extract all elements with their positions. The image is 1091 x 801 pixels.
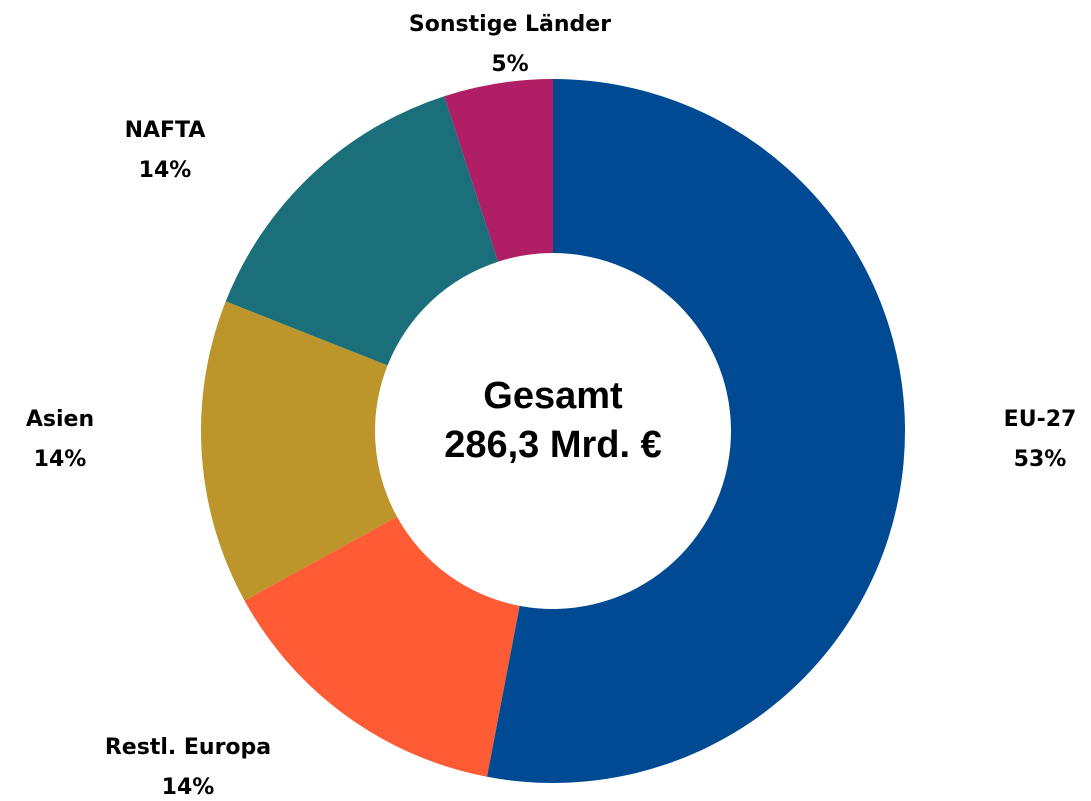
donut-segment [244,516,520,777]
segment-label: Restl. Europa [105,735,271,760]
center-total: 286,3 Mrd. € [444,424,662,466]
segment-value-label: 53% [1014,447,1067,472]
segment-value-label: 14% [139,158,192,183]
segment-value-label: 5% [491,52,528,77]
segment-value-label: 14% [162,775,215,800]
donut-segment [201,301,398,601]
donut-segment [487,79,905,783]
segment-label: Asien [26,407,94,432]
donut-segment [225,96,498,366]
segment-label: EU-27 [1004,407,1077,432]
center-title: Gesamt [483,375,623,417]
segment-label: Sonstige Länder [409,12,611,37]
donut-segment [444,79,553,262]
segment-label: NAFTA [125,118,206,143]
segment-value-label: 14% [34,447,87,472]
